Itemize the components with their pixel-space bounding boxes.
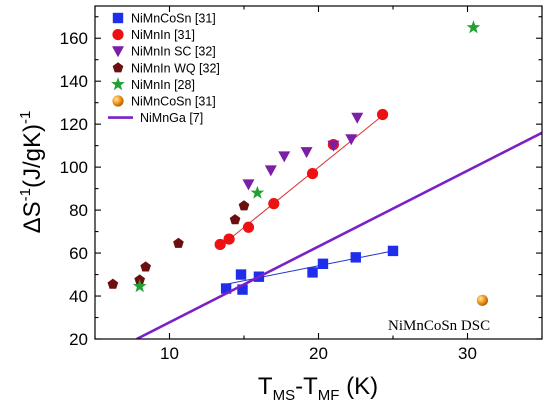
x-tick-label: 20 <box>309 344 328 363</box>
annotation: NiMnCoSn DSC <box>388 318 490 334</box>
legend-swatch <box>112 46 124 58</box>
legend-entry: NiMnIn SC [32] <box>112 45 216 59</box>
legend-label: NiMnIn WQ [32] <box>131 61 220 75</box>
data-point-s4-1 <box>250 185 265 199</box>
x-tick-label: 10 <box>160 344 179 363</box>
data-point-s5-0 <box>476 294 488 306</box>
data-point-s2-1 <box>264 165 277 177</box>
data-point-s1-6 <box>376 108 389 121</box>
data-point-s0-0 <box>220 283 232 294</box>
data-point-s0-1 <box>235 269 247 280</box>
legend-label: NiMnIn SC [32] <box>131 45 216 59</box>
data-point-s4-0 <box>132 279 147 293</box>
legend-label: NiMnCoSn [31] <box>131 95 216 109</box>
y-tick-label: 80 <box>69 201 88 220</box>
data-point-s1-1 <box>223 233 235 245</box>
legend-label: NiMnIn [28] <box>131 78 195 92</box>
legend-swatch <box>111 77 125 91</box>
data-point-s3-5 <box>238 200 250 211</box>
data-point-s1-4 <box>306 167 319 180</box>
data-point-s1-3 <box>268 198 280 210</box>
legend-entry: NiMnCoSn [31] <box>112 95 216 109</box>
series-line-nimnga <box>136 131 542 339</box>
data-point-s2-5 <box>345 134 358 146</box>
data-point-s3-3 <box>173 237 184 248</box>
data-point-s4-2 <box>466 20 481 34</box>
y-axis-title: ΔS-1(J/gK)-1 <box>17 111 46 234</box>
data-point-s3-0 <box>107 278 119 289</box>
data-point-s1-0 <box>214 238 226 251</box>
data-point-s2-4 <box>327 140 340 152</box>
legend-label: NiMnIn [31] <box>131 28 195 42</box>
data-point-s0-4 <box>307 267 318 278</box>
legend-entry: NiMnCoSn [31] <box>112 12 216 26</box>
legend-entry: NiMnIn [28] <box>111 77 195 92</box>
x-tick-label: 30 <box>458 344 477 363</box>
x-axis-title: TMS-TMF (K) <box>258 373 378 404</box>
legend-entry: NiMnGa [7] <box>108 111 203 125</box>
y-tick-label: 20 <box>69 330 88 349</box>
data-point-s3-4 <box>229 214 241 225</box>
data-point-s2-0 <box>242 179 255 191</box>
data-point-s0-2 <box>237 284 248 295</box>
legend-entry: NiMnIn WQ [32] <box>112 61 220 75</box>
legend-swatch <box>112 28 124 41</box>
y-tick-label: 60 <box>69 244 88 263</box>
legend-swatch <box>112 95 124 107</box>
legend-label: NiMnGa [7] <box>140 111 203 125</box>
y-tick-label: 160 <box>60 29 88 48</box>
data-point-s0-5 <box>317 258 329 270</box>
data-point-s0-6 <box>350 252 361 263</box>
data-point-s1-2 <box>242 221 255 233</box>
legend-label: NiMnCoSn [31] <box>131 12 216 26</box>
y-tick-label: 120 <box>60 115 88 134</box>
legend-swatch <box>112 12 124 24</box>
data-point-s3-2 <box>140 261 151 272</box>
data-point-s2-2 <box>278 151 291 163</box>
data-point-s2-6 <box>351 112 364 124</box>
legend-swatch <box>112 62 124 73</box>
y-tick-label: 100 <box>60 158 88 177</box>
y-tick-label: 40 <box>69 287 88 306</box>
legend-entry: NiMnIn [31] <box>112 28 195 42</box>
data-point-s0-7 <box>387 245 399 257</box>
data-point-s2-3 <box>300 147 313 159</box>
y-tick-label: 140 <box>60 72 88 91</box>
